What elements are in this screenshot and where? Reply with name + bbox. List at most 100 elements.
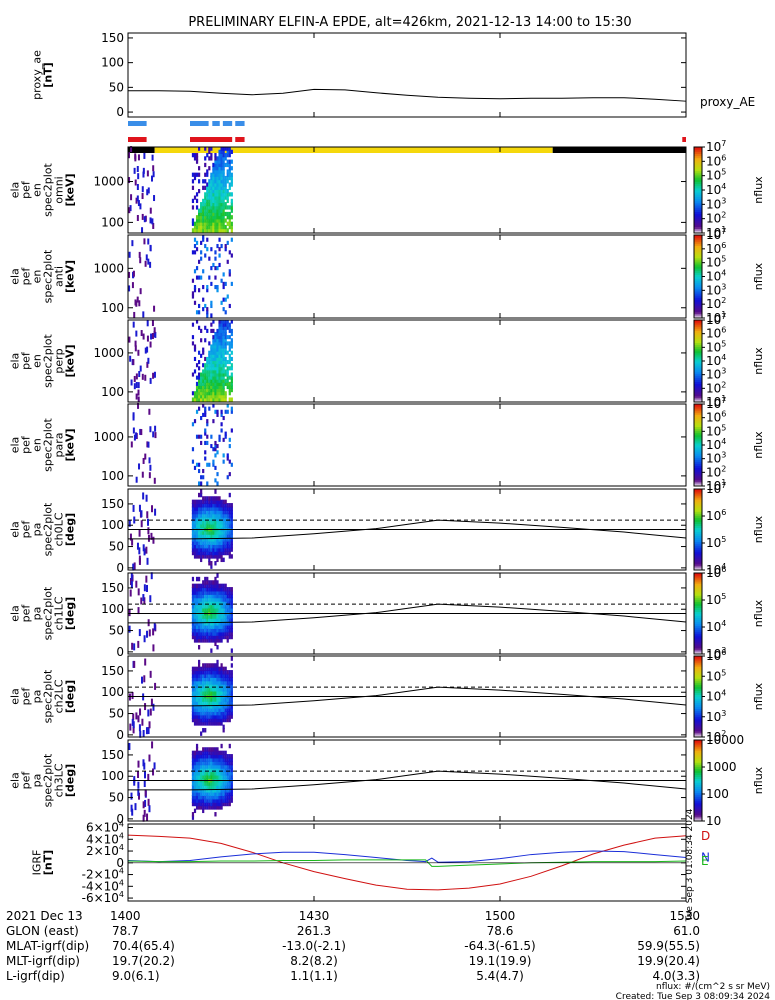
colorbar-tick-label: 107 [706,227,726,242]
spectrogram-cell [206,205,209,210]
spectrogram-cell [131,282,134,289]
spectrogram-cell [224,356,227,362]
pitch-angle-cell [206,781,209,786]
pitch-angle-cell [214,754,217,759]
spectrogram-cell [224,397,227,402]
colorbar-cell [694,662,702,665]
pitch-angle-cell [132,721,135,729]
pitch-angle-cell [214,530,217,535]
colorbar-cell [694,157,702,161]
pitch-angle-cell [195,554,199,559]
spectrogram-cell [228,162,231,168]
colorbar-cell [694,497,702,500]
pitch-angle-cell [224,604,227,609]
pitch-angle-cell [200,760,203,766]
spectrogram-cell [132,270,135,277]
colorbar-cell [694,328,702,331]
pitch-angle-cell [191,587,195,592]
pitch-angle-cell [202,634,205,640]
colorbar-cell [694,814,702,818]
colorbar-tick-label: 104 [706,619,726,634]
pitch-angle-cell [226,687,229,692]
pitch-angle-cell [210,697,213,702]
spectrogram-cell [212,205,215,210]
pitch-angle-cell [206,607,209,612]
pitch-angle-cell [226,516,229,522]
spectrogram-cell [137,349,140,356]
spectrogram-cell [210,366,213,371]
pitch-angle-cell [222,533,225,539]
spectrogram-cell [143,216,146,223]
spectrogram-cell [212,369,215,374]
spectrogram-cell [146,189,149,196]
pitch-angle-cell [197,590,201,595]
footer-row-value: 59.9(55.5) [637,939,700,953]
spectrogram-cell [129,355,132,362]
colorbar-cell [694,615,702,619]
spectrogram-cell [212,391,215,396]
pitch-angle-cell [202,784,205,790]
pitch-angle-cell [130,580,133,588]
pitch-angle-cell [220,509,223,515]
spectrogram-cell [149,377,152,384]
spectrogram-cell [222,375,225,380]
spectrogram-cell [202,211,205,217]
spectrogram-cell [197,275,201,280]
spectrogram-cell [214,159,217,164]
spectrogram-cell [226,149,229,155]
spectrogram-cell [206,195,209,200]
panel-ylabel-line: [nT] [42,850,55,875]
pitch-angle-cell [195,520,199,525]
spectrogram-cell [202,307,205,312]
pitch-angle-cell [141,676,144,684]
spectrogram-cell [210,384,213,390]
spectrogram-cell [212,353,215,358]
spectrogram-cell [230,208,233,213]
pitch-angle-cell [130,572,133,580]
pitch-angle-cell [195,593,199,599]
spectrogram-cell [204,221,207,226]
pitch-angle-cell [222,764,225,769]
spectrogram-cell [200,211,203,217]
pitch-angle-cell [195,666,199,672]
spectrogram-cell [206,434,209,439]
pitch-angle-cell [222,557,225,563]
spectrogram-cell [208,363,211,368]
spectrogram-cell [216,228,219,233]
y-tick-label: 100 [101,685,124,699]
spectrogram-cell [212,185,215,190]
pitch-angle-cell [218,503,221,508]
pitch-angle-cell [222,516,225,522]
pitch-angle-cell [216,590,219,595]
pitch-angle-cell [210,670,213,675]
pitch-angle-cell [212,663,215,668]
spectrogram-cell [210,394,213,399]
pitch-angle-cell [146,813,149,821]
colorbar-cell [694,369,702,372]
pitch-angle-cell [202,788,205,793]
pitch-angle-cell [202,604,205,609]
spectrogram-cell [206,237,209,242]
pitch-angle-cell [224,781,227,786]
colorbar-cell [694,764,702,767]
side-timestamp: Tue Sep 3 01:08:34 2024 [685,808,695,922]
pitch-angle-cell [197,781,201,786]
spectrogram-cell [228,472,231,477]
colorbar-cell [694,535,702,539]
colorbar-cell [694,457,702,460]
pitch-angle-cell [212,547,215,552]
pitch-angle-cell [212,523,215,528]
spectrogram-cell [220,319,223,324]
pitch-angle-cell [195,700,199,706]
colorbar-cell [694,179,702,182]
spectrogram-cell [222,394,225,399]
colorbar-cell [694,593,702,596]
panel-ylabel-line: ela [9,353,22,370]
pitch-angle-cell [224,547,227,552]
spectrogram-cell [193,224,197,230]
pitch-angle-cell [208,666,211,672]
spectrogram-cell [222,198,225,204]
pitch-angle-cell [216,617,219,623]
spectrogram-cell [206,369,209,374]
spectrogram-cell [200,328,203,333]
